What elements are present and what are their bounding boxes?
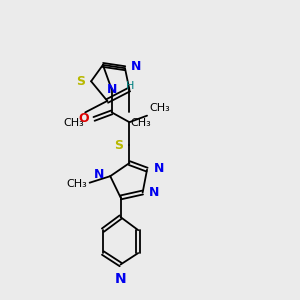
Text: O: O (78, 112, 89, 125)
Text: N: N (94, 168, 104, 181)
Text: CH₃: CH₃ (149, 103, 170, 113)
Text: CH₃: CH₃ (66, 179, 87, 189)
Text: S: S (76, 75, 85, 88)
Text: S: S (114, 139, 123, 152)
Text: CH₃: CH₃ (131, 118, 152, 128)
Text: H: H (126, 81, 134, 91)
Text: N: N (148, 186, 159, 199)
Text: N: N (106, 83, 117, 96)
Text: N: N (154, 162, 164, 175)
Text: CH₃: CH₃ (63, 118, 84, 128)
Text: N: N (131, 60, 141, 73)
Text: N: N (115, 272, 126, 286)
